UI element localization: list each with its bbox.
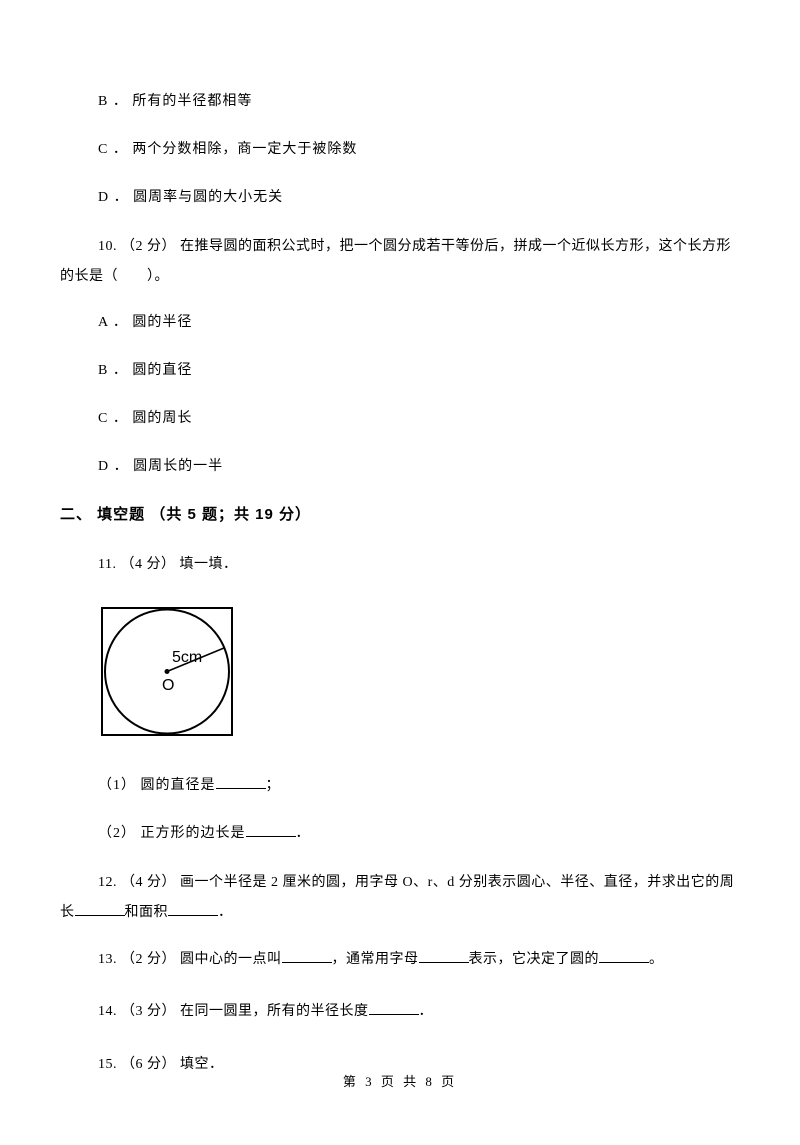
- option-9c: C ． 两个分数相除，商一定大于被除数: [60, 138, 740, 158]
- q11-figure: 5cm O: [98, 604, 740, 744]
- center-label: O: [162, 677, 174, 694]
- q11-sub2: （2） 正方形的边长是 ．: [60, 822, 740, 842]
- q14-pre: 14. （3 分） 在同一圆里，所有的半径长度: [98, 1004, 369, 1019]
- q11-sub1-pre: （1） 圆的直径是: [98, 778, 216, 793]
- blank-field[interactable]: [282, 949, 332, 963]
- blank-field[interactable]: [168, 902, 218, 916]
- option-9b: B ． 所有的半径都相等: [60, 90, 740, 110]
- question-11: 11. （4 分） 填一填．: [60, 552, 740, 579]
- question-14: 14. （3 分） 在同一圆里，所有的半径长度 ．: [60, 999, 740, 1026]
- radius-label: 5cm: [172, 649, 202, 666]
- q13-pre: 13. （2 分） 圆中心的一点叫: [98, 952, 282, 967]
- circle-in-square-diagram: 5cm O: [98, 604, 236, 739]
- question-10: 10. （2 分） 在推导圆的面积公式时，把一个圆分成若干等份后，拼成一个近似长…: [60, 234, 740, 261]
- question-13: 13. （2 分） 圆中心的一点叫 ，通常用字母 表示，它决定了圆的 。: [60, 947, 740, 974]
- q10-text-post: 的长是（ ）。: [60, 269, 169, 284]
- blank-field[interactable]: [216, 775, 266, 789]
- q13-mid1: ，通常用字母: [332, 952, 419, 967]
- blank-field[interactable]: [75, 902, 125, 916]
- blank-field[interactable]: [246, 823, 296, 837]
- q14-post: ．: [419, 1004, 434, 1019]
- q10-text-post-line: 的长是（ ）。: [60, 265, 740, 285]
- q12-line2-mid: 和面积: [125, 905, 169, 920]
- q12-line1: 12. （4 分） 画一个半径是 2 厘米的圆，用字母 O、r、d 分别表示圆心…: [98, 875, 734, 890]
- q11-sub1-post: ；: [266, 778, 281, 793]
- q10-text-pre: 10. （2 分） 在推导圆的面积公式时，把一个圆分成若干等份后，拼成一个近似长…: [98, 239, 731, 254]
- blank-field[interactable]: [369, 1001, 419, 1015]
- option-10d: D ． 圆周长的一半: [60, 455, 740, 475]
- page-footer: 第 3 页 共 8 页: [0, 1071, 800, 1090]
- q13-mid2: 表示，它决定了圆的: [469, 952, 600, 967]
- option-9d: D ． 圆周率与圆的大小无关: [60, 186, 740, 206]
- question-12-line1: 12. （4 分） 画一个半径是 2 厘米的圆，用字母 O、r、d 分别表示圆心…: [60, 870, 740, 897]
- q11-sub1: （1） 圆的直径是 ；: [60, 774, 740, 794]
- q12-line2-post: ．: [218, 905, 233, 920]
- option-10a: A ． 圆的半径: [60, 311, 740, 331]
- q13-post: 。: [649, 952, 664, 967]
- option-10b: B ． 圆的直径: [60, 359, 740, 379]
- q11-sub2-pre: （2） 正方形的边长是: [98, 826, 246, 841]
- blank-field[interactable]: [599, 949, 649, 963]
- blank-field[interactable]: [419, 949, 469, 963]
- section-2-heading: 二、 填空题 （共 5 题；共 19 分）: [60, 503, 740, 524]
- q12-line2-pre: 长: [60, 905, 75, 920]
- q11-sub2-post: ．: [296, 826, 311, 841]
- question-12-line2: 长 和面积 ．: [60, 901, 740, 921]
- option-10c: C ． 圆的周长: [60, 407, 740, 427]
